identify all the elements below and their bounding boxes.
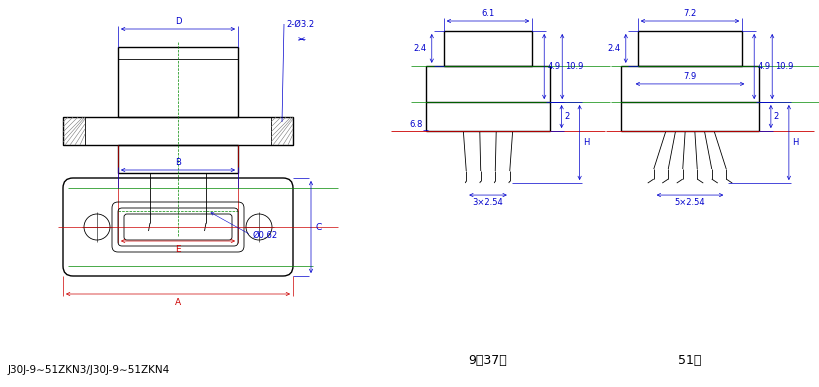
- Text: D: D: [174, 17, 181, 26]
- Bar: [427, 66, 550, 102]
- Bar: [621, 66, 759, 102]
- Text: 3×2.54: 3×2.54: [473, 198, 504, 207]
- Text: C: C: [315, 223, 321, 231]
- Text: 2.4: 2.4: [414, 44, 427, 53]
- Text: E: E: [175, 245, 181, 254]
- Text: 7.2: 7.2: [683, 9, 697, 18]
- Text: 6.1: 6.1: [482, 9, 495, 18]
- Text: A: A: [175, 298, 181, 307]
- Text: 5×2.54: 5×2.54: [675, 198, 705, 207]
- Text: 4.9: 4.9: [547, 62, 560, 71]
- Text: 6.8: 6.8: [409, 120, 423, 129]
- Text: 4.9: 4.9: [758, 62, 771, 71]
- Text: 2-Ø3.2: 2-Ø3.2: [286, 19, 314, 29]
- Text: H: H: [792, 138, 799, 147]
- Text: 2.4: 2.4: [608, 44, 621, 53]
- Bar: [118, 145, 238, 173]
- Bar: [271, 117, 293, 145]
- Bar: [118, 47, 238, 117]
- Text: 2: 2: [774, 112, 779, 121]
- Text: 51芯: 51芯: [678, 354, 702, 367]
- Bar: [63, 117, 293, 145]
- Text: 7.9: 7.9: [683, 72, 697, 81]
- Bar: [444, 31, 532, 66]
- Text: 9～37芯: 9～37芯: [468, 354, 508, 367]
- Text: B: B: [175, 158, 181, 167]
- Bar: [63, 117, 85, 145]
- Text: 10.9: 10.9: [565, 62, 584, 71]
- Text: J30J-9∼51ZKN3/J30J-9∼51ZKN4: J30J-9∼51ZKN3/J30J-9∼51ZKN4: [8, 365, 170, 375]
- Bar: [638, 31, 742, 66]
- Text: 10.9: 10.9: [776, 62, 794, 71]
- Text: 2: 2: [564, 112, 570, 121]
- Text: H: H: [582, 138, 589, 147]
- Text: Ø0.62: Ø0.62: [253, 231, 278, 240]
